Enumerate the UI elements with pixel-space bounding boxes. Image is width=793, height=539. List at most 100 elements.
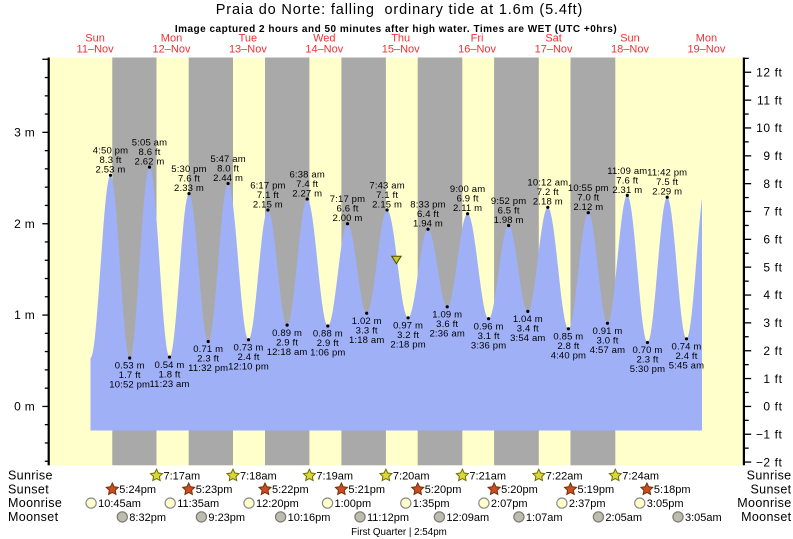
svg-text:0.70 m: 0.70 m (633, 345, 663, 356)
svg-text:8.6 ft: 8.6 ft (138, 147, 160, 158)
svg-text:2 ft: 2 ft (763, 344, 782, 358)
svg-text:7 ft: 7 ft (763, 205, 782, 219)
svg-text:8 ft: 8 ft (763, 177, 782, 191)
svg-text:2.00 m: 2.00 m (333, 213, 363, 224)
svg-text:9:23pm: 9:23pm (208, 512, 245, 524)
svg-text:2.53 m: 2.53 m (96, 165, 126, 176)
svg-text:0.97 m: 0.97 m (393, 321, 423, 332)
svg-text:6:38 am: 6:38 am (290, 169, 325, 180)
svg-text:3.1 ft: 3.1 ft (478, 331, 500, 342)
svg-text:8.3 ft: 8.3 ft (99, 155, 121, 166)
svg-text:Sat: Sat (545, 33, 562, 45)
svg-text:9:52 pm: 9:52 pm (491, 196, 526, 207)
svg-text:3 ft: 3 ft (763, 316, 782, 330)
svg-text:6.5 ft: 6.5 ft (498, 205, 520, 216)
svg-text:14–Nov: 14–Nov (305, 43, 343, 55)
svg-text:4:57 am: 4:57 am (590, 345, 625, 356)
svg-text:5:19pm: 5:19pm (578, 484, 615, 496)
svg-text:0.71 m: 0.71 m (193, 344, 223, 355)
svg-text:Moonrise: Moonrise (8, 496, 62, 510)
svg-text:6 ft: 6 ft (763, 233, 782, 247)
svg-text:3 m: 3 m (14, 126, 35, 140)
svg-text:1 m: 1 m (14, 308, 35, 322)
svg-text:8:32pm: 8:32pm (129, 512, 166, 524)
svg-text:6.6 ft: 6.6 ft (336, 204, 358, 215)
svg-text:0.88 m: 0.88 m (313, 329, 343, 340)
svg-text:2.9 ft: 2.9 ft (317, 338, 339, 349)
svg-text:12:09am: 12:09am (446, 512, 489, 524)
svg-text:5 ft: 5 ft (763, 260, 782, 274)
svg-text:7.5 ft: 7.5 ft (656, 177, 678, 188)
svg-text:Moonrise: Moonrise (737, 496, 791, 510)
svg-text:2.15 m: 2.15 m (253, 199, 283, 210)
svg-text:2.3 ft: 2.3 ft (636, 355, 658, 366)
svg-text:15–Nov: 15–Nov (382, 43, 420, 55)
svg-text:Mon: Mon (696, 33, 717, 45)
svg-text:0.91 m: 0.91 m (593, 326, 623, 337)
svg-text:2.12 m: 2.12 m (573, 202, 603, 213)
svg-text:Sunset: Sunset (750, 482, 791, 496)
svg-text:12:20pm: 12:20pm (256, 498, 299, 510)
svg-text:2:18 pm: 2:18 pm (390, 340, 425, 351)
svg-text:Sunset: Sunset (8, 482, 49, 496)
svg-text:5:47 am: 5:47 am (210, 154, 245, 165)
svg-text:Sunrise: Sunrise (747, 469, 792, 483)
svg-text:1.7 ft: 1.7 ft (119, 370, 141, 381)
svg-text:3:54 am: 3:54 am (510, 333, 545, 344)
svg-text:1.98 m: 1.98 m (494, 215, 524, 226)
svg-text:12 ft: 12 ft (756, 66, 782, 80)
svg-text:2.18 m: 2.18 m (533, 197, 563, 208)
svg-text:11:32 pm: 11:32 pm (188, 363, 228, 374)
svg-text:6.9 ft: 6.9 ft (457, 194, 479, 205)
svg-text:First Quarter | 2:54pm: First Quarter | 2:54pm (351, 527, 447, 538)
svg-text:10:52 pm: 10:52 pm (109, 380, 150, 391)
svg-text:7.1 ft: 7.1 ft (257, 190, 279, 201)
svg-text:5:18pm: 5:18pm (654, 484, 691, 496)
svg-text:4:50 pm: 4:50 pm (93, 146, 128, 157)
svg-text:Moonset: Moonset (8, 510, 59, 524)
svg-text:5:30 pm: 5:30 pm (630, 364, 665, 375)
svg-text:16–Nov: 16–Nov (458, 43, 496, 55)
svg-text:7:19am: 7:19am (316, 470, 353, 482)
svg-text:1.94 m: 1.94 m (413, 219, 443, 230)
svg-text:0 m: 0 m (14, 400, 35, 414)
svg-text:Praia do Norte: falling ordin: Praia do Norte: falling ordinary tide at… (216, 2, 583, 18)
svg-text:3:05pm: 3:05pm (647, 498, 684, 510)
svg-text:4 ft: 4 ft (763, 288, 782, 302)
svg-text:7.4 ft: 7.4 ft (296, 179, 318, 190)
svg-text:17–Nov: 17–Nov (535, 43, 573, 55)
svg-text:5:23pm: 5:23pm (196, 484, 233, 496)
svg-text:1:00pm: 1:00pm (335, 498, 372, 510)
svg-text:4:40 pm: 4:40 pm (551, 351, 586, 362)
svg-text:12:18 am: 12:18 am (267, 347, 308, 358)
svg-text:0.73 m: 0.73 m (234, 342, 264, 353)
svg-text:1:07am: 1:07am (526, 512, 563, 524)
svg-text:11:42 pm: 11:42 pm (647, 168, 687, 179)
svg-text:0.54 m: 0.54 m (155, 360, 185, 371)
svg-text:1:18 am: 1:18 am (349, 335, 384, 346)
svg-text:5:20pm: 5:20pm (425, 484, 462, 496)
svg-text:11:23 am: 11:23 am (149, 379, 189, 390)
svg-text:5:21pm: 5:21pm (348, 484, 385, 496)
svg-text:7.0 ft: 7.0 ft (577, 193, 599, 204)
svg-text:8.0 ft: 8.0 ft (217, 163, 239, 174)
svg-text:11–Nov: 11–Nov (77, 43, 115, 55)
svg-text:11 ft: 11 ft (757, 93, 783, 107)
svg-text:3:36 pm: 3:36 pm (471, 340, 506, 351)
svg-text:7.6 ft: 7.6 ft (616, 175, 638, 186)
svg-text:2.27 m: 2.27 m (292, 188, 322, 199)
svg-text:5:45 am: 5:45 am (669, 361, 704, 372)
svg-text:Sun: Sun (85, 33, 105, 45)
svg-text:0 ft: 0 ft (763, 400, 782, 414)
svg-text:12:10 pm: 12:10 pm (228, 361, 269, 372)
svg-text:1.04 m: 1.04 m (513, 314, 543, 325)
svg-text:7.2 ft: 7.2 ft (537, 187, 559, 198)
svg-text:5:24pm: 5:24pm (119, 484, 156, 496)
svg-text:−1 ft: −1 ft (756, 427, 783, 441)
svg-text:0.85 m: 0.85 m (553, 332, 583, 343)
svg-text:7:17 pm: 7:17 pm (330, 194, 365, 205)
svg-text:7:18am: 7:18am (240, 470, 277, 482)
svg-text:10:45am: 10:45am (98, 498, 141, 510)
svg-text:7:17am: 7:17am (164, 470, 201, 482)
svg-text:2:07pm: 2:07pm (491, 498, 528, 510)
